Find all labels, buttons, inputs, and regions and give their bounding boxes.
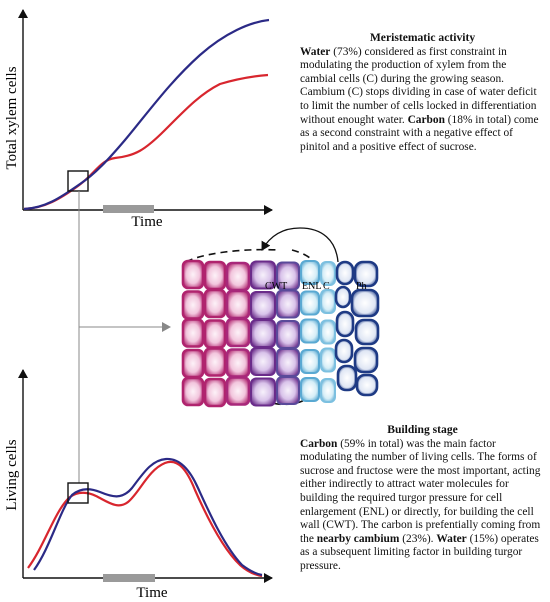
xylem-cell	[181, 348, 205, 379]
bottom-time-bar	[103, 574, 155, 582]
xylem-cell	[300, 290, 320, 316]
water-keyword: Water	[300, 45, 331, 58]
label-enl: ENL	[302, 281, 321, 292]
label-cwt: CWT	[265, 281, 287, 292]
xylem-cell	[181, 318, 205, 348]
xylem-cell	[225, 261, 251, 292]
xylem-cell	[203, 347, 227, 377]
phloem-cell	[354, 318, 380, 346]
phloem-cell	[334, 285, 352, 309]
bottom-chart: Living cells Time	[4, 369, 273, 601]
bottom-x-label: Time	[136, 585, 167, 601]
top-x-label: Time	[131, 214, 162, 230]
xylem-cell	[203, 288, 227, 319]
top-red-curve	[23, 73, 269, 211]
bottom-blue-curve	[33, 457, 263, 577]
xylem-cell	[250, 291, 276, 320]
bottom-zoom-box	[67, 482, 89, 504]
top-y-label: Total xylem cells	[4, 66, 20, 169]
division-arrow	[261, 227, 339, 263]
xylem-cell	[250, 260, 276, 290]
meristematic-panel: Meristematic activity Water (73%) consid…	[300, 31, 545, 154]
xylem-cell	[203, 260, 227, 291]
building-title: Building stage	[387, 423, 458, 436]
meristematic-text-2: (18% in total) come as a second constrai…	[300, 113, 539, 153]
xylem-cell	[181, 290, 205, 320]
xylem-cell	[250, 377, 276, 407]
xylem-tissue-illustration: CWT ENL C Ph	[181, 227, 380, 408]
bottom-red-curve	[27, 460, 263, 578]
xylem-cell	[276, 376, 300, 405]
xylem-cell	[250, 319, 276, 348]
phloem-cell	[334, 338, 354, 364]
phloem-cell	[350, 288, 380, 318]
phloem-cell	[335, 310, 355, 338]
top-time-bar	[103, 205, 154, 213]
xylem-cell	[225, 289, 251, 320]
phloem-cell	[355, 373, 379, 397]
xylem-cell	[300, 349, 320, 374]
meristematic-text-1: (73%) considered as first constraint in …	[300, 45, 537, 126]
carbon-keyword: Carbon	[407, 113, 445, 126]
phloem-cell	[336, 364, 358, 392]
bottom-y-label: Living cells	[4, 439, 20, 510]
top-chart: Total xylem cells Time	[4, 9, 273, 230]
building-panel: Building stage Carbon (59% in total) was…	[300, 423, 545, 574]
water-keyword-2: Water	[436, 532, 467, 545]
meristematic-title: Meristematic activity	[369, 31, 476, 44]
xylem-cell	[320, 261, 336, 286]
xylem-cell	[225, 317, 251, 348]
phloem-cell	[335, 260, 355, 286]
label-ph: Ph	[356, 281, 367, 292]
xylem-cell	[300, 260, 320, 285]
xylem-cell	[225, 376, 251, 406]
top-zoom-box	[67, 170, 89, 192]
carbon-keyword-2: Carbon	[300, 437, 338, 450]
building-text-2: (23%).	[399, 532, 437, 545]
xylem-cell	[320, 289, 336, 314]
xylem-cell	[276, 289, 300, 319]
building-body: Carbon (59% in total) was the main facto…	[300, 438, 545, 574]
meristematic-body: Water (73%) considered as first constrai…	[300, 46, 545, 155]
phloem-cell	[353, 260, 379, 288]
xylem-cell	[300, 318, 320, 344]
label-c: C	[323, 281, 330, 292]
xylem-cell	[276, 348, 300, 377]
xylem-cell	[203, 377, 227, 408]
xylem-cell	[320, 347, 336, 373]
xylem-cell	[181, 376, 205, 407]
top-blue-curve	[23, 18, 270, 211]
xylem-cell	[181, 259, 205, 290]
building-text-1: (59% in total) was the main factor modul…	[300, 437, 541, 545]
phloem-cell	[353, 346, 379, 374]
building-text-3: (15%) operates as a subsequent limiting …	[300, 532, 539, 572]
nearby-cambium-keyword: nearby cambium	[316, 532, 400, 545]
xylem-cell	[320, 378, 336, 403]
xylem-cell	[250, 347, 276, 376]
xylem-cell	[203, 319, 227, 349]
xylem-cell	[225, 348, 251, 378]
xylem-cell	[320, 319, 336, 345]
xylem-cell	[276, 320, 300, 349]
xylem-cell	[300, 377, 320, 402]
